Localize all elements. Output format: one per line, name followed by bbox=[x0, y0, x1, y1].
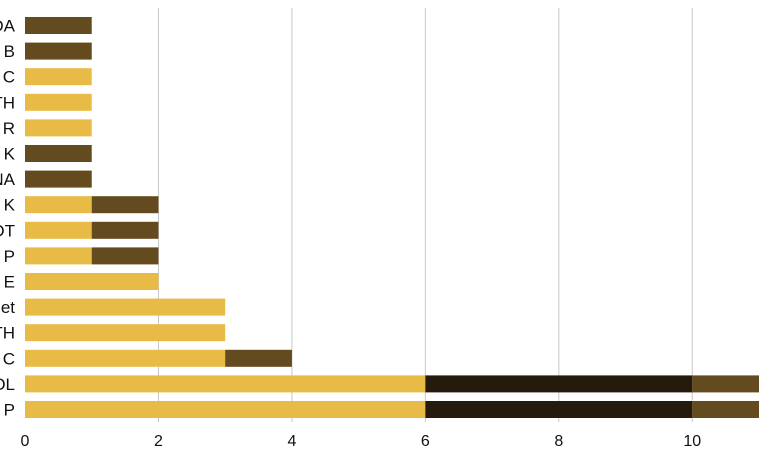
bar-segment bbox=[25, 349, 226, 367]
category-labels: DABCTHRKNAKOTPEetTHCOLP bbox=[0, 17, 16, 420]
category-label: R bbox=[3, 119, 15, 138]
x-tick-label: 4 bbox=[287, 433, 296, 450]
bar-segment bbox=[25, 145, 92, 162]
category-label: E bbox=[4, 273, 15, 292]
bar-segment bbox=[91, 196, 159, 214]
category-label: B bbox=[4, 42, 15, 61]
bar-segment bbox=[25, 170, 92, 188]
category-label: TH bbox=[0, 93, 15, 112]
category-label: OL bbox=[0, 375, 15, 394]
bar-segment bbox=[25, 401, 426, 418]
bar-segment bbox=[425, 401, 693, 418]
bar-segment bbox=[25, 68, 92, 86]
category-label: P bbox=[4, 247, 15, 266]
x-tick-label: 6 bbox=[421, 433, 430, 450]
x-tick-label: 0 bbox=[21, 433, 30, 450]
x-tick-label: 10 bbox=[683, 433, 701, 450]
category-label: DA bbox=[0, 17, 16, 36]
category-label: NA bbox=[0, 170, 16, 189]
category-label: et bbox=[1, 298, 15, 317]
bar-segment bbox=[225, 349, 292, 367]
x-axis-tick-labels: 0 2 4 6 8 10 bbox=[21, 433, 702, 450]
category-label: C bbox=[3, 68, 15, 87]
bar-segment bbox=[25, 119, 92, 137]
bar-segment bbox=[692, 375, 759, 393]
bar-segment bbox=[25, 324, 226, 342]
x-tick-label: 2 bbox=[154, 433, 163, 450]
bars bbox=[25, 17, 759, 418]
category-label: OT bbox=[0, 221, 15, 240]
bar-segment bbox=[91, 247, 159, 265]
category-label: TH bbox=[0, 324, 15, 343]
x-tick-label: 8 bbox=[554, 433, 563, 450]
category-label: P bbox=[4, 401, 15, 420]
category-label: K bbox=[4, 145, 16, 164]
bar-segment bbox=[25, 17, 92, 34]
bar-segment bbox=[25, 221, 92, 239]
bar-segment bbox=[25, 93, 92, 111]
bar-segment bbox=[25, 375, 426, 393]
bar-segment bbox=[91, 221, 159, 239]
bar-segment bbox=[25, 42, 92, 60]
bar-segment bbox=[25, 196, 92, 214]
bar-segment bbox=[25, 273, 159, 290]
bar-segment bbox=[425, 375, 693, 393]
bar-segment bbox=[25, 247, 92, 265]
bar-segment bbox=[692, 401, 759, 418]
category-label: C bbox=[3, 349, 15, 368]
category-label: K bbox=[4, 196, 16, 215]
bar-segment bbox=[25, 298, 226, 316]
